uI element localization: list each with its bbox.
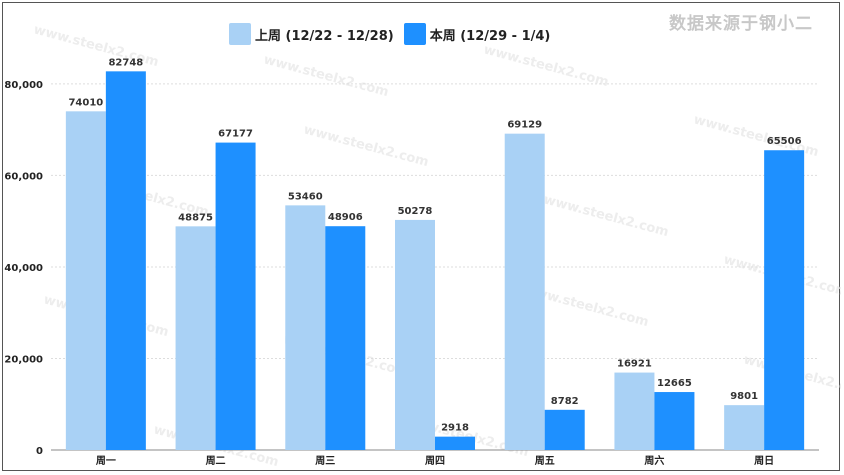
bar-last-week xyxy=(504,133,545,451)
bar-last-week xyxy=(395,219,435,450)
legend-label-last-week: 上周 (12/22 - 12/28) xyxy=(255,28,394,44)
y-tick-label: 0 xyxy=(36,446,43,457)
x-tick-label: 周四 xyxy=(425,455,445,467)
legend-swatch-this-week xyxy=(403,23,426,45)
x-tick-label: 周五 xyxy=(535,455,555,467)
data-label-this-week: 82748 xyxy=(108,57,143,68)
data-label-this-week: 2918 xyxy=(441,423,469,434)
watermark-text: www.steelx2.com xyxy=(542,192,670,240)
data-label-last-week: 53460 xyxy=(288,191,323,202)
y-tick-label: 60,000 xyxy=(4,171,43,182)
data-label-last-week: 16921 xyxy=(617,359,652,370)
bar-last-week xyxy=(65,111,106,451)
bar-this-week xyxy=(764,150,805,451)
x-tick-label: 周日 xyxy=(754,455,774,467)
bar-this-week xyxy=(435,436,475,450)
data-label-this-week: 67177 xyxy=(218,129,253,140)
bar-this-week xyxy=(325,226,366,450)
data-label-last-week: 69129 xyxy=(507,120,542,131)
data-label-last-week: 9801 xyxy=(730,391,758,402)
bar-this-week xyxy=(654,392,695,450)
y-tick-label: 20,000 xyxy=(4,354,43,365)
data-label-this-week: 65506 xyxy=(767,136,802,147)
legend-item-this-week[interactable]: 本周 (12/29 - 1/4) xyxy=(403,23,551,45)
bar-this-week xyxy=(215,142,256,450)
bar-this-week xyxy=(105,71,146,451)
data-label-this-week: 12665 xyxy=(657,378,692,389)
bar-this-week xyxy=(544,409,585,450)
x-tick-label: 周二 xyxy=(206,455,226,467)
bar-last-week xyxy=(724,405,765,450)
x-tick-label: 周六 xyxy=(644,454,664,467)
data-label-last-week: 50278 xyxy=(398,206,433,217)
source-note: 数据来源于钢小二 xyxy=(669,14,813,34)
watermark-text: www.steelx2.com xyxy=(302,122,430,170)
watermark-text: www.steelx2.com xyxy=(482,42,610,90)
bar-last-week xyxy=(614,372,655,450)
bar-last-week xyxy=(175,226,216,450)
bar-chart: www.steelx2.com www.steelx2.com www.steelx… xyxy=(4,22,841,470)
chart-legend: 上周 (12/22 - 12/28) 本周 (12/29 - 1/4) xyxy=(229,23,560,45)
data-label-this-week: 8782 xyxy=(551,396,579,407)
legend-swatch-last-week xyxy=(229,23,251,45)
x-tick-label: 周一 xyxy=(96,455,116,467)
legend-label-this-week: 本周 (12/29 - 1/4) xyxy=(429,28,551,44)
y-tick-label: 80,000 xyxy=(4,80,43,91)
y-tick-label: 40,000 xyxy=(4,263,43,274)
watermark-text: www.steelx2.com xyxy=(262,52,390,100)
data-label-this-week: 48906 xyxy=(328,212,363,223)
bar-last-week xyxy=(285,205,326,450)
data-label-last-week: 74010 xyxy=(68,97,103,108)
data-label-last-week: 48875 xyxy=(178,212,213,223)
x-tick-label: 周三 xyxy=(315,455,335,467)
legend-item-last-week[interactable]: 上周 (12/22 - 12/28) xyxy=(229,23,394,45)
